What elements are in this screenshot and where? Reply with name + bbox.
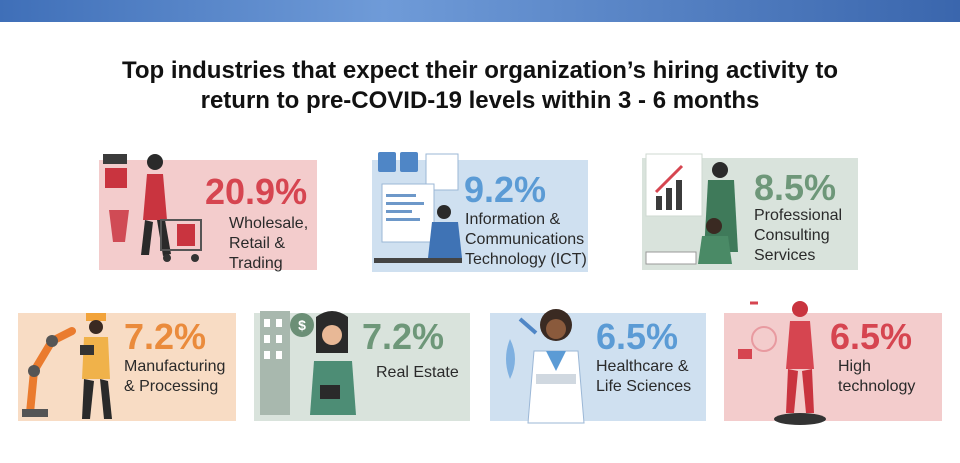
category-label-line: Professional	[754, 207, 843, 224]
chart-title: Top industries that expect their organiz…	[0, 56, 960, 116]
category-label-line: Consulting	[754, 227, 830, 244]
card-background	[490, 313, 706, 421]
shopper-cart-icon	[103, 154, 202, 262]
card-background	[18, 313, 236, 421]
value-label: 6.5%	[830, 316, 913, 357]
card-ict: 9.2% Information & Communications Techno…	[372, 152, 588, 272]
category-label: Wholesale, Retail & Trading	[229, 214, 308, 274]
svg-text:$: $	[298, 317, 306, 333]
category-label-line: Technology (ICT)	[465, 251, 587, 268]
category-label-line: Communications	[465, 231, 585, 248]
category-label-line: Real Estate	[376, 364, 459, 381]
developer-computer-icon	[374, 152, 462, 263]
engineer-robot-arm-icon	[22, 313, 112, 419]
category-label-line: & Processing	[124, 378, 219, 395]
card-professional-consulting: 8.5% Professional Consulting Services	[642, 153, 858, 270]
category-label-line: Retail &	[229, 235, 286, 252]
category-label-line: High	[838, 358, 871, 375]
category-label: Healthcare & Life Sciences	[596, 357, 691, 397]
card-manufacturing-processing: 7.2% Manufacturing & Processing	[18, 313, 236, 421]
robot-icon	[738, 301, 826, 425]
card-real-estate: $ 7.2% Real Estate	[254, 311, 470, 421]
consultant-chart-icon	[645, 153, 738, 265]
title-line-2: return to pre-COVID-19 levels within 3 -…	[200, 87, 760, 114]
value-label: 9.2%	[464, 169, 547, 210]
category-label: Manufacturing & Processing	[124, 357, 225, 397]
category-label-line: Life Sciences	[596, 378, 692, 395]
value-label: 7.2%	[124, 316, 207, 357]
category-label-line: Wholesale,	[229, 215, 309, 232]
real-estate-agent-icon: $	[260, 311, 356, 415]
category-label-line: Information &	[465, 211, 561, 228]
category-label: High technology	[838, 357, 915, 397]
category-label-line: Services	[754, 247, 816, 264]
card-healthcare-life-sciences: 6.5% Healthcare & Life Sciences	[490, 309, 706, 424]
card-background	[99, 160, 317, 270]
value-label: 6.5%	[596, 316, 679, 357]
category-label-line: Manufacturing	[124, 358, 226, 375]
category-label: Professional Consulting Services	[754, 206, 842, 266]
category-label: Real Estate	[376, 363, 459, 383]
header-banner	[0, 0, 960, 22]
value-label: 20.9%	[205, 171, 308, 212]
card-background	[724, 313, 942, 421]
category-label-line: Healthcare &	[596, 358, 689, 375]
value-label: 8.5%	[754, 167, 837, 208]
category-label-line: technology	[838, 378, 916, 395]
card-wholesale-retail-trading: 20.9% Wholesale, Retail & Trading	[99, 154, 317, 272]
value-label: 7.2%	[362, 316, 445, 357]
doctor-icon	[506, 309, 585, 424]
card-high-technology: 6.5% High technology	[724, 301, 942, 425]
title-line-1: Top industries that expect their organiz…	[121, 57, 839, 84]
category-label-line: Trading	[229, 255, 283, 272]
category-label: Information & Communications Technology …	[465, 210, 587, 270]
